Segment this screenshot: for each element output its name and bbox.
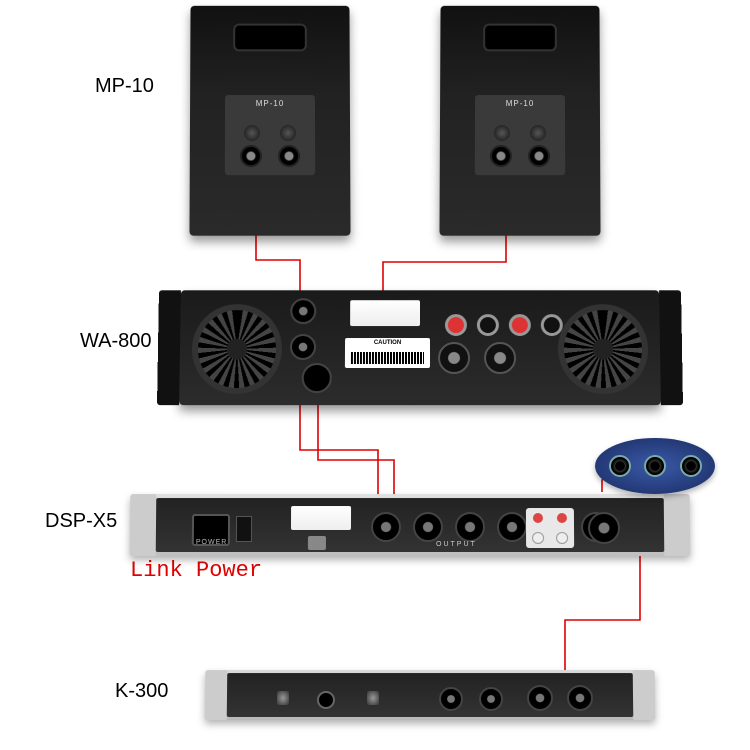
speaker-plate-label: MP-10 <box>475 99 565 108</box>
fan-icon <box>558 304 649 394</box>
audio-jack <box>609 455 631 477</box>
antenna-jack <box>277 691 289 705</box>
usb-port <box>308 536 326 550</box>
barcode-label <box>345 338 430 368</box>
amplifier-wa800 <box>179 290 661 405</box>
label-link-power: Link Power <box>130 558 262 583</box>
binding-posts <box>445 314 563 336</box>
power-switch <box>236 516 252 542</box>
fan-icon <box>191 304 282 394</box>
label-dspx5: DSP-X5 <box>45 510 117 533</box>
speakon-jack <box>278 145 300 167</box>
xlr-input <box>588 512 620 544</box>
xlr-output <box>371 512 401 542</box>
dsp-output-label: OUTPUT <box>436 541 477 548</box>
warning-sticker <box>291 506 351 530</box>
label-mp10: MP-10 <box>95 75 154 98</box>
speakon-outputs <box>438 342 516 374</box>
warning-sticker <box>350 300 420 326</box>
receiver-k300 <box>205 670 656 720</box>
speaker-left: MP-10 <box>190 5 350 235</box>
label-k300: K-300 <box>115 680 168 703</box>
dsp-power-label: POWER <box>196 539 228 546</box>
detail-callout <box>595 438 715 494</box>
speaker-plate-label: MP-10 <box>225 99 315 108</box>
xlr-input <box>290 334 316 360</box>
xlr-output <box>455 512 485 542</box>
speaker-backplate: MP-10 <box>475 95 565 175</box>
audio-jack <box>644 455 666 477</box>
balanced-outputs <box>439 687 503 711</box>
xlr-outputs <box>527 685 593 711</box>
dc-power-jack <box>317 691 335 709</box>
xlr-output-row <box>371 512 611 542</box>
audio-jack <box>680 455 702 477</box>
speaker-right: MP-10 <box>440 5 600 235</box>
antenna-jack <box>367 691 379 705</box>
speakon-jack <box>528 145 550 167</box>
speakon-jack <box>240 145 262 167</box>
speaker-port <box>233 24 307 52</box>
rca-inputs <box>526 508 574 548</box>
speaker-backplate: MP-10 <box>225 95 315 175</box>
power-inlet <box>302 363 332 393</box>
xlr-output <box>413 512 443 542</box>
processor-dspx5: POWER OUTPUT <box>130 494 691 556</box>
speaker-port <box>483 24 557 52</box>
xlr-input <box>290 298 316 324</box>
xlr-output <box>497 512 527 542</box>
speakon-jack <box>490 145 512 167</box>
label-wa800: WA-800 <box>80 330 152 353</box>
